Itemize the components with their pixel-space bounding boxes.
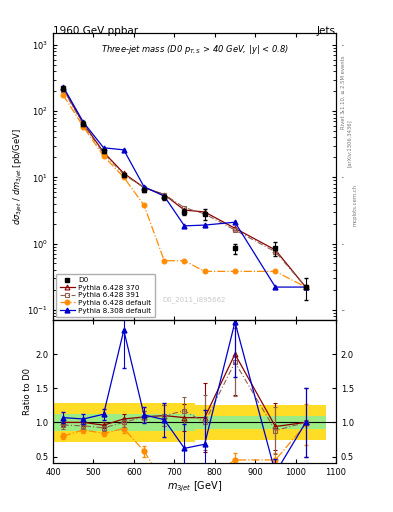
Text: mcplots.cern.ch: mcplots.cern.ch [352,184,357,226]
Text: Jets: Jets [317,26,336,36]
Text: Rivet 3.1.10, ≥ 2.5M events: Rivet 3.1.10, ≥ 2.5M events [341,55,346,129]
Text: D0_2011_I895662: D0_2011_I895662 [163,296,226,303]
Y-axis label: $d\sigma_{3jet}$ / $dm_{3jet}$ [pb/GeV]: $d\sigma_{3jet}$ / $dm_{3jet}$ [pb/GeV] [11,129,25,225]
Text: 1960 GeV ppbar: 1960 GeV ppbar [53,26,138,36]
Text: [arXiv:1306.3436]: [arXiv:1306.3436] [347,119,352,167]
Legend: D0, Pythia 6.428 370, Pythia 6.428 391, Pythia 6.428 default, Pythia 8.308 defau: D0, Pythia 6.428 370, Pythia 6.428 391, … [56,274,155,317]
Y-axis label: Ratio to D0: Ratio to D0 [23,368,32,415]
X-axis label: $m_{3jet}$ [GeV]: $m_{3jet}$ [GeV] [167,480,222,495]
Text: Three-jet mass (D0 $p_{T,S}$ > 40 GeV, |$y$| < 0.8): Three-jet mass (D0 $p_{T,S}$ > 40 GeV, |… [101,44,288,56]
